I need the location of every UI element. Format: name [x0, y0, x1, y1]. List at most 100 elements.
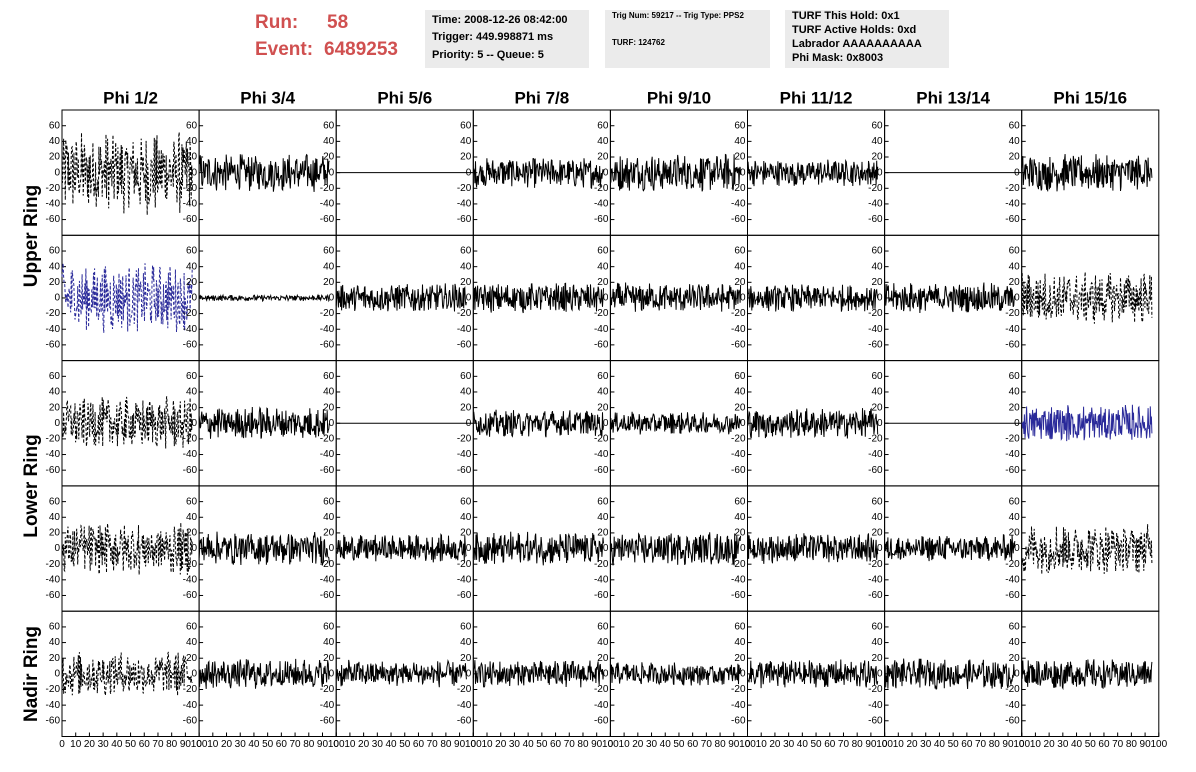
- y-tick-label: -20: [183, 559, 198, 570]
- y-tick-label: 0: [54, 167, 60, 178]
- info-line: Labrador AAAAAAAAAA: [792, 38, 922, 50]
- y-tick-label: -60: [868, 465, 883, 476]
- y-tick-label: -40: [1005, 449, 1020, 460]
- x-tick-label: 20: [632, 739, 644, 750]
- y-tick-label: 40: [871, 387, 883, 398]
- info-line: Trigger: 449.998871 ms: [432, 31, 553, 43]
- y-tick-label: 0: [740, 668, 746, 679]
- y-tick-label: 20: [597, 653, 609, 664]
- y-tick-label: 0: [192, 293, 198, 304]
- y-tick-label: 40: [49, 387, 61, 398]
- x-tick-label: 80: [715, 739, 727, 750]
- x-tick-label: 100: [1150, 739, 1167, 750]
- info-line: TURF This Hold: 0x1: [792, 10, 900, 22]
- y-tick-label: 40: [597, 136, 609, 147]
- y-tick-label: -20: [731, 559, 746, 570]
- y-tick-label: -60: [320, 465, 335, 476]
- y-tick-label: -40: [868, 324, 883, 335]
- y-tick-label: 60: [1009, 622, 1021, 633]
- y-tick-label: -40: [183, 700, 198, 711]
- x-tick-label: 50: [262, 739, 274, 750]
- x-tick-label: 0: [333, 739, 339, 750]
- y-tick-label: 20: [460, 277, 472, 288]
- y-tick-label: 20: [323, 277, 335, 288]
- waveform: [335, 659, 467, 688]
- y-tick-label: -20: [320, 308, 335, 319]
- y-tick-label: -20: [457, 684, 472, 695]
- x-tick-label: 70: [838, 739, 850, 750]
- waveform: [472, 660, 604, 688]
- y-tick-label: 0: [329, 167, 335, 178]
- y-tick-label: 60: [460, 371, 472, 382]
- y-tick-label: -40: [183, 199, 198, 210]
- y-tick-label: 0: [466, 293, 472, 304]
- x-tick-label: 100: [328, 739, 345, 750]
- y-tick-label: 60: [871, 496, 883, 507]
- y-tick-label: -20: [731, 684, 746, 695]
- waveform: [335, 283, 467, 312]
- y-tick-label: 60: [460, 246, 472, 257]
- y-tick-label: 20: [871, 653, 883, 664]
- y-tick-label: 40: [597, 637, 609, 648]
- y-tick-label: 60: [49, 496, 61, 507]
- x-tick-label: 100: [191, 739, 208, 750]
- y-tick-label: 0: [329, 543, 335, 554]
- y-tick-label: 0: [603, 668, 609, 679]
- x-tick-label: 30: [646, 739, 658, 750]
- y-tick-label: 0: [192, 543, 198, 554]
- y-tick-label: -20: [46, 308, 61, 319]
- y-tick-label: -60: [46, 465, 61, 476]
- y-tick-label: -60: [183, 465, 198, 476]
- y-tick-label: -40: [868, 574, 883, 585]
- y-tick-label: 0: [877, 418, 883, 429]
- y-tick-label: -60: [731, 465, 746, 476]
- info-line: Priority: 5 -- Queue: 5: [432, 49, 544, 61]
- y-tick-label: -40: [46, 199, 61, 210]
- waveform: [61, 522, 193, 575]
- y-tick-label: -60: [46, 214, 61, 225]
- y-tick-label: -40: [320, 199, 335, 210]
- info-line: TURF: 124762: [612, 38, 665, 47]
- x-tick-label: 90: [865, 739, 877, 750]
- y-tick-label: 20: [186, 528, 198, 539]
- y-tick-label: 20: [323, 152, 335, 163]
- waveform: [198, 658, 330, 689]
- y-tick-label: 0: [740, 418, 746, 429]
- x-tick-label: 30: [372, 739, 384, 750]
- x-tick-label: 40: [934, 739, 946, 750]
- y-tick-label: 0: [192, 418, 198, 429]
- y-tick-label: 20: [460, 528, 472, 539]
- y-tick-label: 0: [877, 293, 883, 304]
- x-tick-label: 20: [358, 739, 370, 750]
- y-tick-label: 60: [186, 246, 198, 257]
- waveform: [472, 158, 604, 190]
- y-tick-label: 20: [186, 152, 198, 163]
- y-tick-label: -60: [46, 340, 61, 351]
- y-tick-label: -60: [320, 214, 335, 225]
- x-tick-label: 100: [739, 739, 756, 750]
- y-tick-label: -40: [594, 574, 609, 585]
- y-tick-label: -20: [868, 684, 883, 695]
- y-tick-label: 0: [54, 668, 60, 679]
- y-tick-label: 0: [740, 293, 746, 304]
- y-tick-label: -40: [183, 574, 198, 585]
- waveform: [1021, 659, 1153, 691]
- y-tick-label: 40: [734, 512, 746, 523]
- waveform: [884, 534, 1016, 562]
- y-tick-label: 20: [49, 277, 61, 288]
- y-tick-label: -60: [46, 715, 61, 726]
- info-box: [605, 10, 770, 68]
- x-tick-label: 70: [152, 739, 164, 750]
- x-tick-label: 100: [465, 739, 482, 750]
- info-box: [785, 10, 949, 68]
- y-tick-label: 60: [597, 496, 609, 507]
- y-tick-label: -40: [46, 324, 61, 335]
- y-tick-label: 20: [460, 152, 472, 163]
- y-tick-label: 20: [871, 152, 883, 163]
- y-tick-label: -20: [594, 434, 609, 445]
- y-tick-label: 0: [603, 293, 609, 304]
- y-tick-label: -40: [594, 449, 609, 460]
- y-tick-label: 60: [186, 371, 198, 382]
- y-tick-label: -40: [320, 700, 335, 711]
- x-tick-label: 90: [317, 739, 329, 750]
